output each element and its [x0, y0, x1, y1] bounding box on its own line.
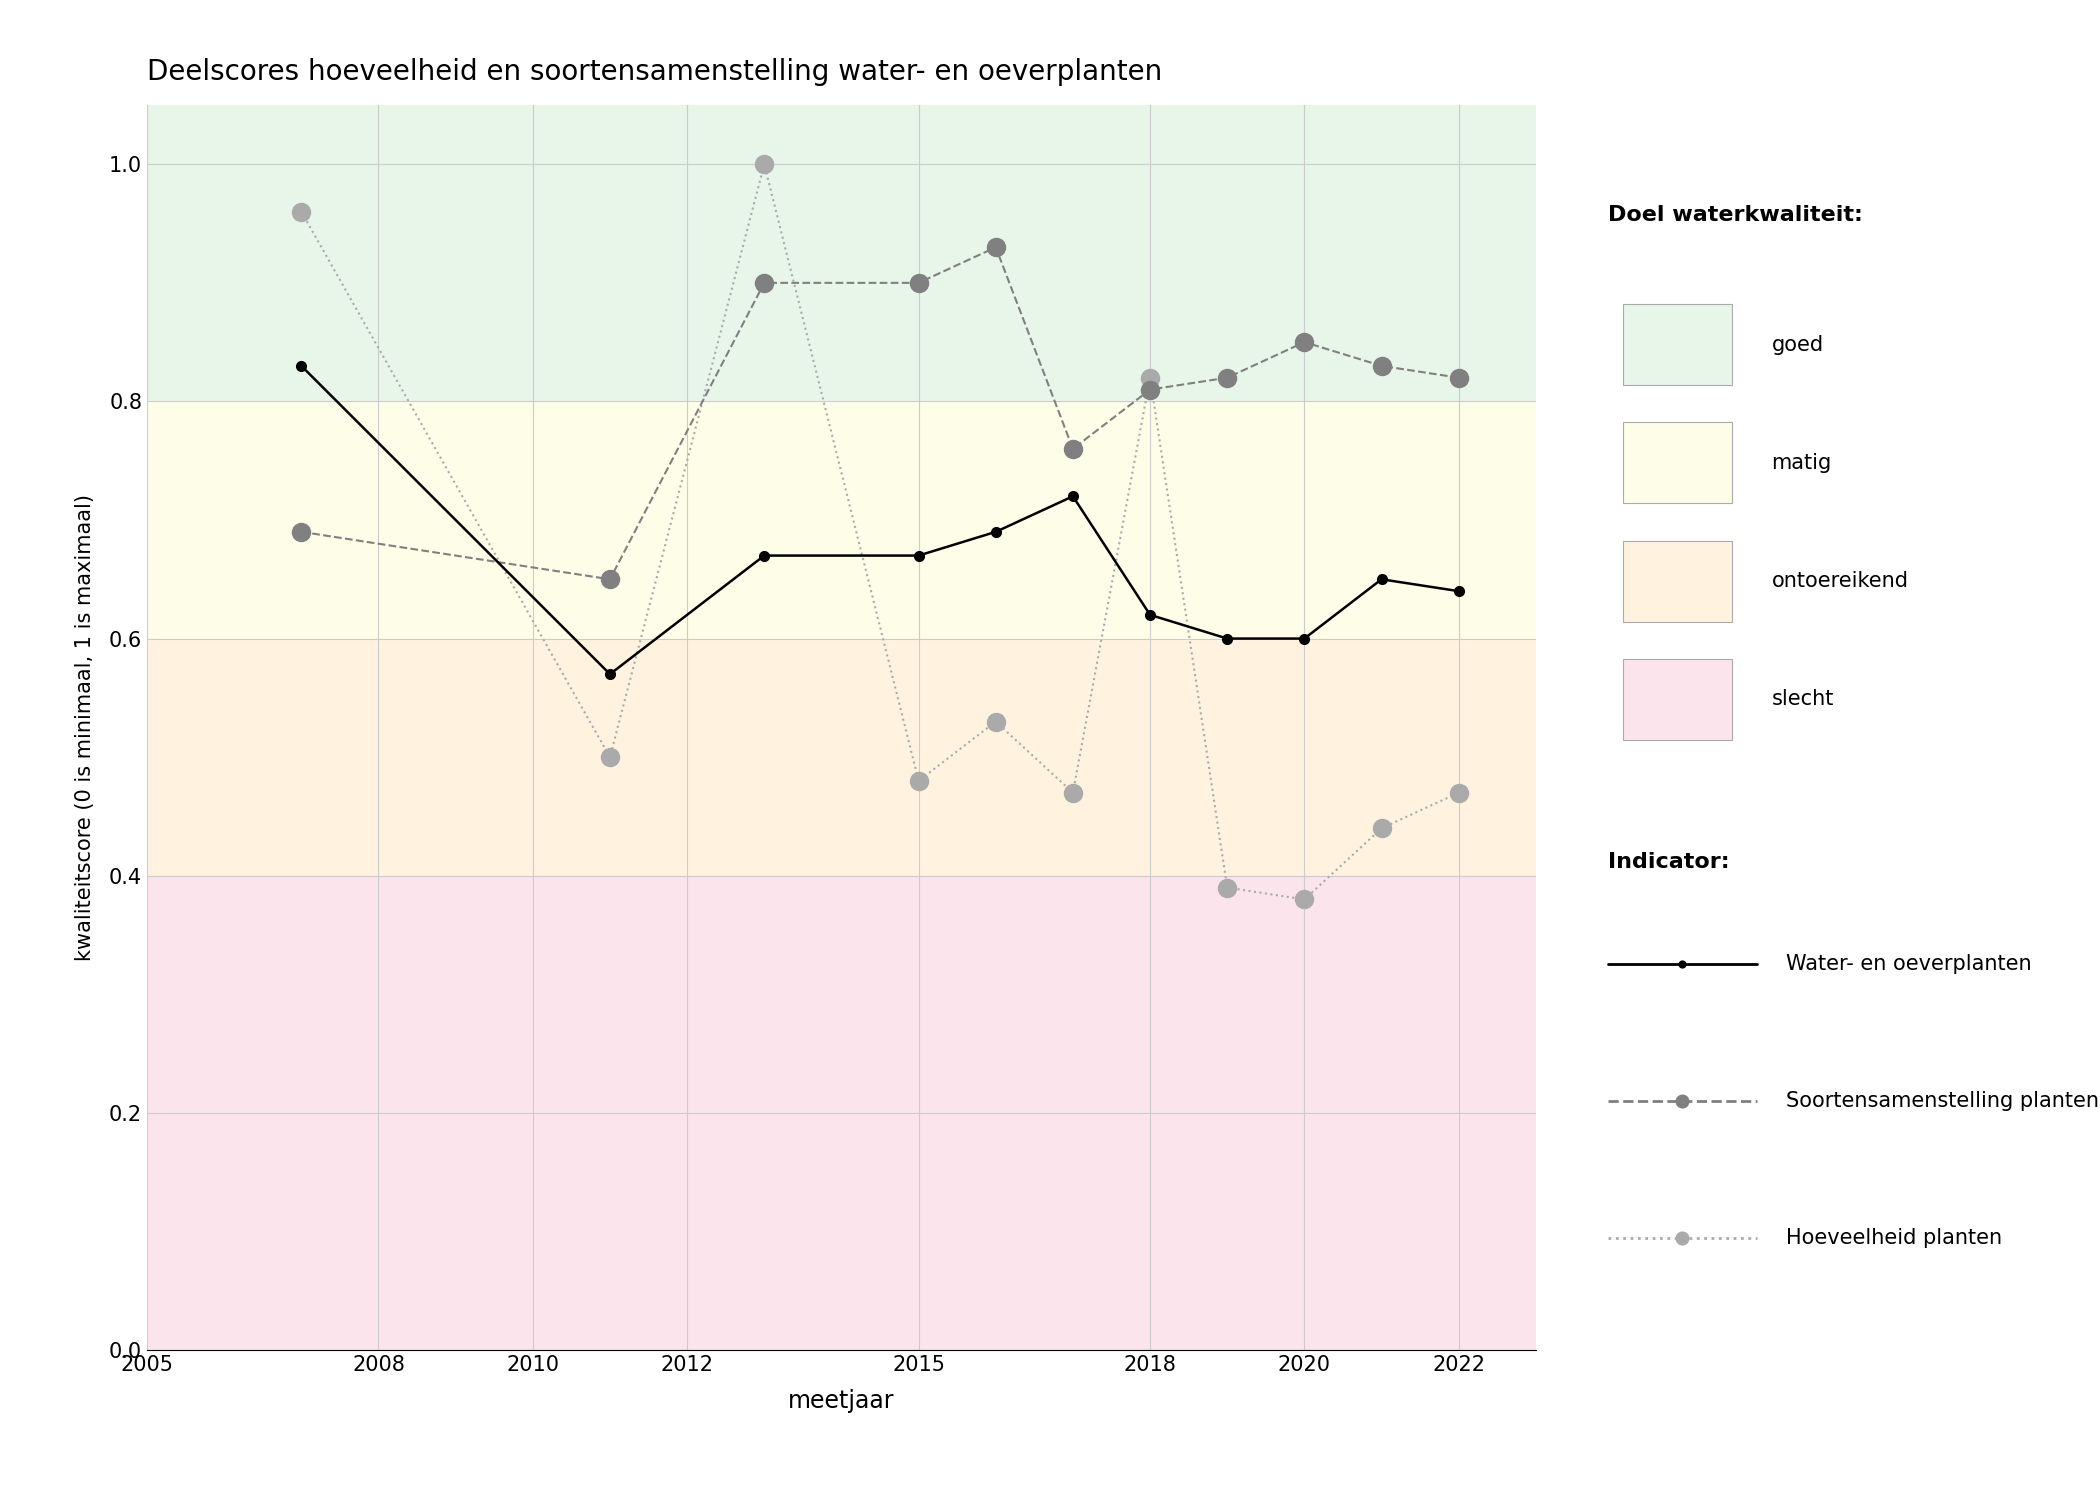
Text: ontoereikend: ontoereikend: [1772, 572, 1909, 591]
Point: [1743, 1092, 1768, 1110]
Point: [1743, 1228, 1768, 1246]
Text: matig: matig: [1772, 453, 1831, 472]
Text: goed: goed: [1772, 334, 1823, 354]
Text: Water- en oeverplanten: Water- en oeverplanten: [1787, 954, 2033, 974]
Point: [1596, 1092, 1621, 1110]
FancyBboxPatch shape: [1623, 658, 1732, 740]
FancyBboxPatch shape: [1623, 540, 1732, 621]
FancyBboxPatch shape: [1623, 423, 1732, 504]
Point: [1743, 956, 1768, 974]
Y-axis label: kwaliteitscore (0 is minimaal, 1 is maximaal): kwaliteitscore (0 is minimaal, 1 is maxi…: [76, 494, 94, 962]
Text: slecht: slecht: [1772, 690, 1833, 709]
Bar: [147, 402, 1535, 639]
Text: Deelscores hoeveelheid en soortensamenstelling water- en oeverplanten: Deelscores hoeveelheid en soortensamenst…: [147, 58, 1161, 86]
Point: [1596, 956, 1621, 974]
X-axis label: meetjaar: meetjaar: [788, 1389, 895, 1413]
Text: Doel waterkwaliteit:: Doel waterkwaliteit:: [1609, 204, 1863, 225]
Text: Hoeveelheid planten: Hoeveelheid planten: [1787, 1228, 2003, 1248]
Text: Indicator:: Indicator:: [1609, 852, 1730, 871]
FancyBboxPatch shape: [1623, 304, 1732, 386]
Bar: [147, 639, 1535, 876]
Bar: [147, 105, 1535, 402]
Bar: [147, 876, 1535, 1350]
Text: Soortensamenstelling planten: Soortensamenstelling planten: [1787, 1090, 2100, 1112]
Point: [1596, 1228, 1621, 1246]
